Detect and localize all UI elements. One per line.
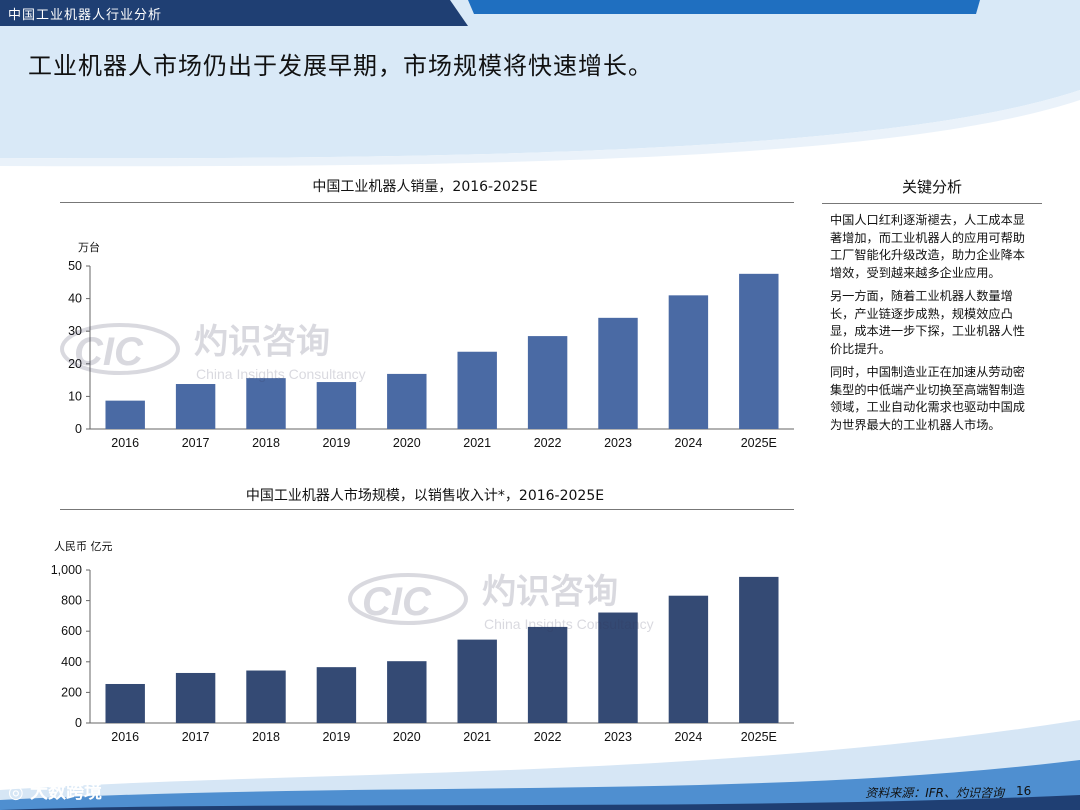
source-note: 资料来源：IFR、灼识咨询 (865, 786, 1004, 800)
slide-title: 工业机器人市场仍出于发展早期，市场规模将快速增长。 (28, 52, 653, 80)
chart1-bar (246, 378, 286, 429)
chart1-y-tick-label: 50 (68, 259, 82, 273)
chart1-y-tick-label: 30 (68, 324, 82, 338)
chart2-x-tick-label: 2022 (534, 730, 562, 744)
chart2-y-tick-label: 800 (61, 594, 82, 608)
chart1-y-tick-label: 20 (68, 357, 82, 371)
chart2-x-tick-label: 2023 (604, 730, 632, 744)
chart1-y-tick-label: 0 (75, 422, 82, 436)
chart1-bar (598, 317, 638, 429)
chart1-x-tick-label: 2021 (463, 436, 491, 450)
chart1-bar (739, 273, 779, 429)
chart2-x-tick-label: 2021 (463, 730, 491, 744)
chart1-bar (316, 382, 357, 429)
chart1-title: 中国工业机器人销量，2016-2025E (312, 179, 538, 195)
chart2-y-tick-label: 600 (61, 624, 82, 638)
panel-paragraph-3: 同时，中国制造业正在加速从劳动密集型的中低端产业切换至高端智制造领域，工业自动化… (830, 365, 1025, 432)
panel-body: 中国人口红利逐渐褪去，人工成本显著增加，而工业机器人的应用可帮助工厂智能化升级改… (830, 212, 1030, 440)
chart1-x-tick-label: 2024 (674, 436, 702, 450)
chart2-bar (316, 667, 357, 723)
chart2-bar (175, 672, 216, 723)
chart2-bar (457, 639, 497, 723)
chart2-y-tick-label: 200 (61, 685, 82, 699)
chart1-y-tick-label: 40 (68, 292, 82, 306)
chart1-x-tick-label: 2018 (252, 436, 280, 450)
chart2-bar (668, 595, 709, 723)
chart1-ylabel: 万台 (78, 241, 100, 254)
chart2-x-tick-label: 2017 (182, 730, 210, 744)
panel-paragraph-1: 中国人口红利逐渐褪去，人工成本显著增加，而工业机器人的应用可帮助工厂智能化升级改… (830, 213, 1025, 280)
chart2-x-tick-label: 2020 (393, 730, 421, 744)
chart1-title-rule (60, 202, 794, 203)
chart1-x-tick-label: 2016 (111, 436, 139, 450)
chart1-x-tick-label: 2025E (741, 436, 777, 450)
chart1-bar (668, 295, 709, 429)
panel-paragraph-2: 另一方面，随着工业机器人数量增长，产业链逐步成熟，规模效应凸显，成本进一步下探，… (830, 289, 1025, 356)
brand-watermark: ◎ 大数跨境 (8, 778, 102, 804)
chart1-x-tick-label: 2022 (534, 436, 562, 450)
chart2-bar (105, 683, 145, 723)
chart2-title-rule (60, 509, 794, 510)
chart1-x-tick-label: 2023 (604, 436, 632, 450)
chart2-ylabel: 人民币 亿元 (54, 540, 113, 553)
section-label: 中国工业机器人行业分析 (8, 8, 163, 23)
chart1-bar (175, 384, 216, 429)
chart2-x-tick-label: 2024 (674, 730, 702, 744)
panel-title: 关键分析 (901, 178, 962, 196)
chart2-title: 中国工业机器人市场规模，以销售收入计*，2016-2025E (245, 488, 605, 504)
brand-logo-icon: ◎ (8, 782, 30, 803)
chart1-y-tick-label: 10 (68, 389, 82, 403)
chart2-x-tick-label: 2016 (111, 730, 139, 744)
chart2-x-tick-label: 2025E (741, 730, 777, 744)
panel-rule (822, 203, 1042, 204)
chart1-x-tick-label: 2019 (322, 436, 350, 450)
chart2-y-tick-label: 400 (61, 655, 82, 669)
chart2-bar (387, 661, 427, 723)
chart2-x-tick-label: 2019 (322, 730, 350, 744)
chart1-bar (527, 336, 568, 429)
chart1-bar (387, 373, 427, 429)
chart2-x-tick-label: 2018 (252, 730, 280, 744)
chart2-bar (598, 612, 638, 723)
chart2-bar (527, 626, 568, 723)
page-number: 16 (1016, 784, 1032, 798)
chart2-y-tick-label: 0 (75, 716, 82, 730)
brand-text: 大数跨境 (29, 782, 102, 803)
chart1-x-tick-label: 2017 (182, 436, 210, 450)
chart1-bar (105, 400, 145, 429)
chart2-bar (739, 576, 779, 723)
chart1-bar (457, 351, 497, 429)
chart1-x-tick-label: 2020 (393, 436, 421, 450)
chart2-y-tick-label: 1,000 (51, 563, 82, 577)
chart2-bar (246, 670, 286, 723)
